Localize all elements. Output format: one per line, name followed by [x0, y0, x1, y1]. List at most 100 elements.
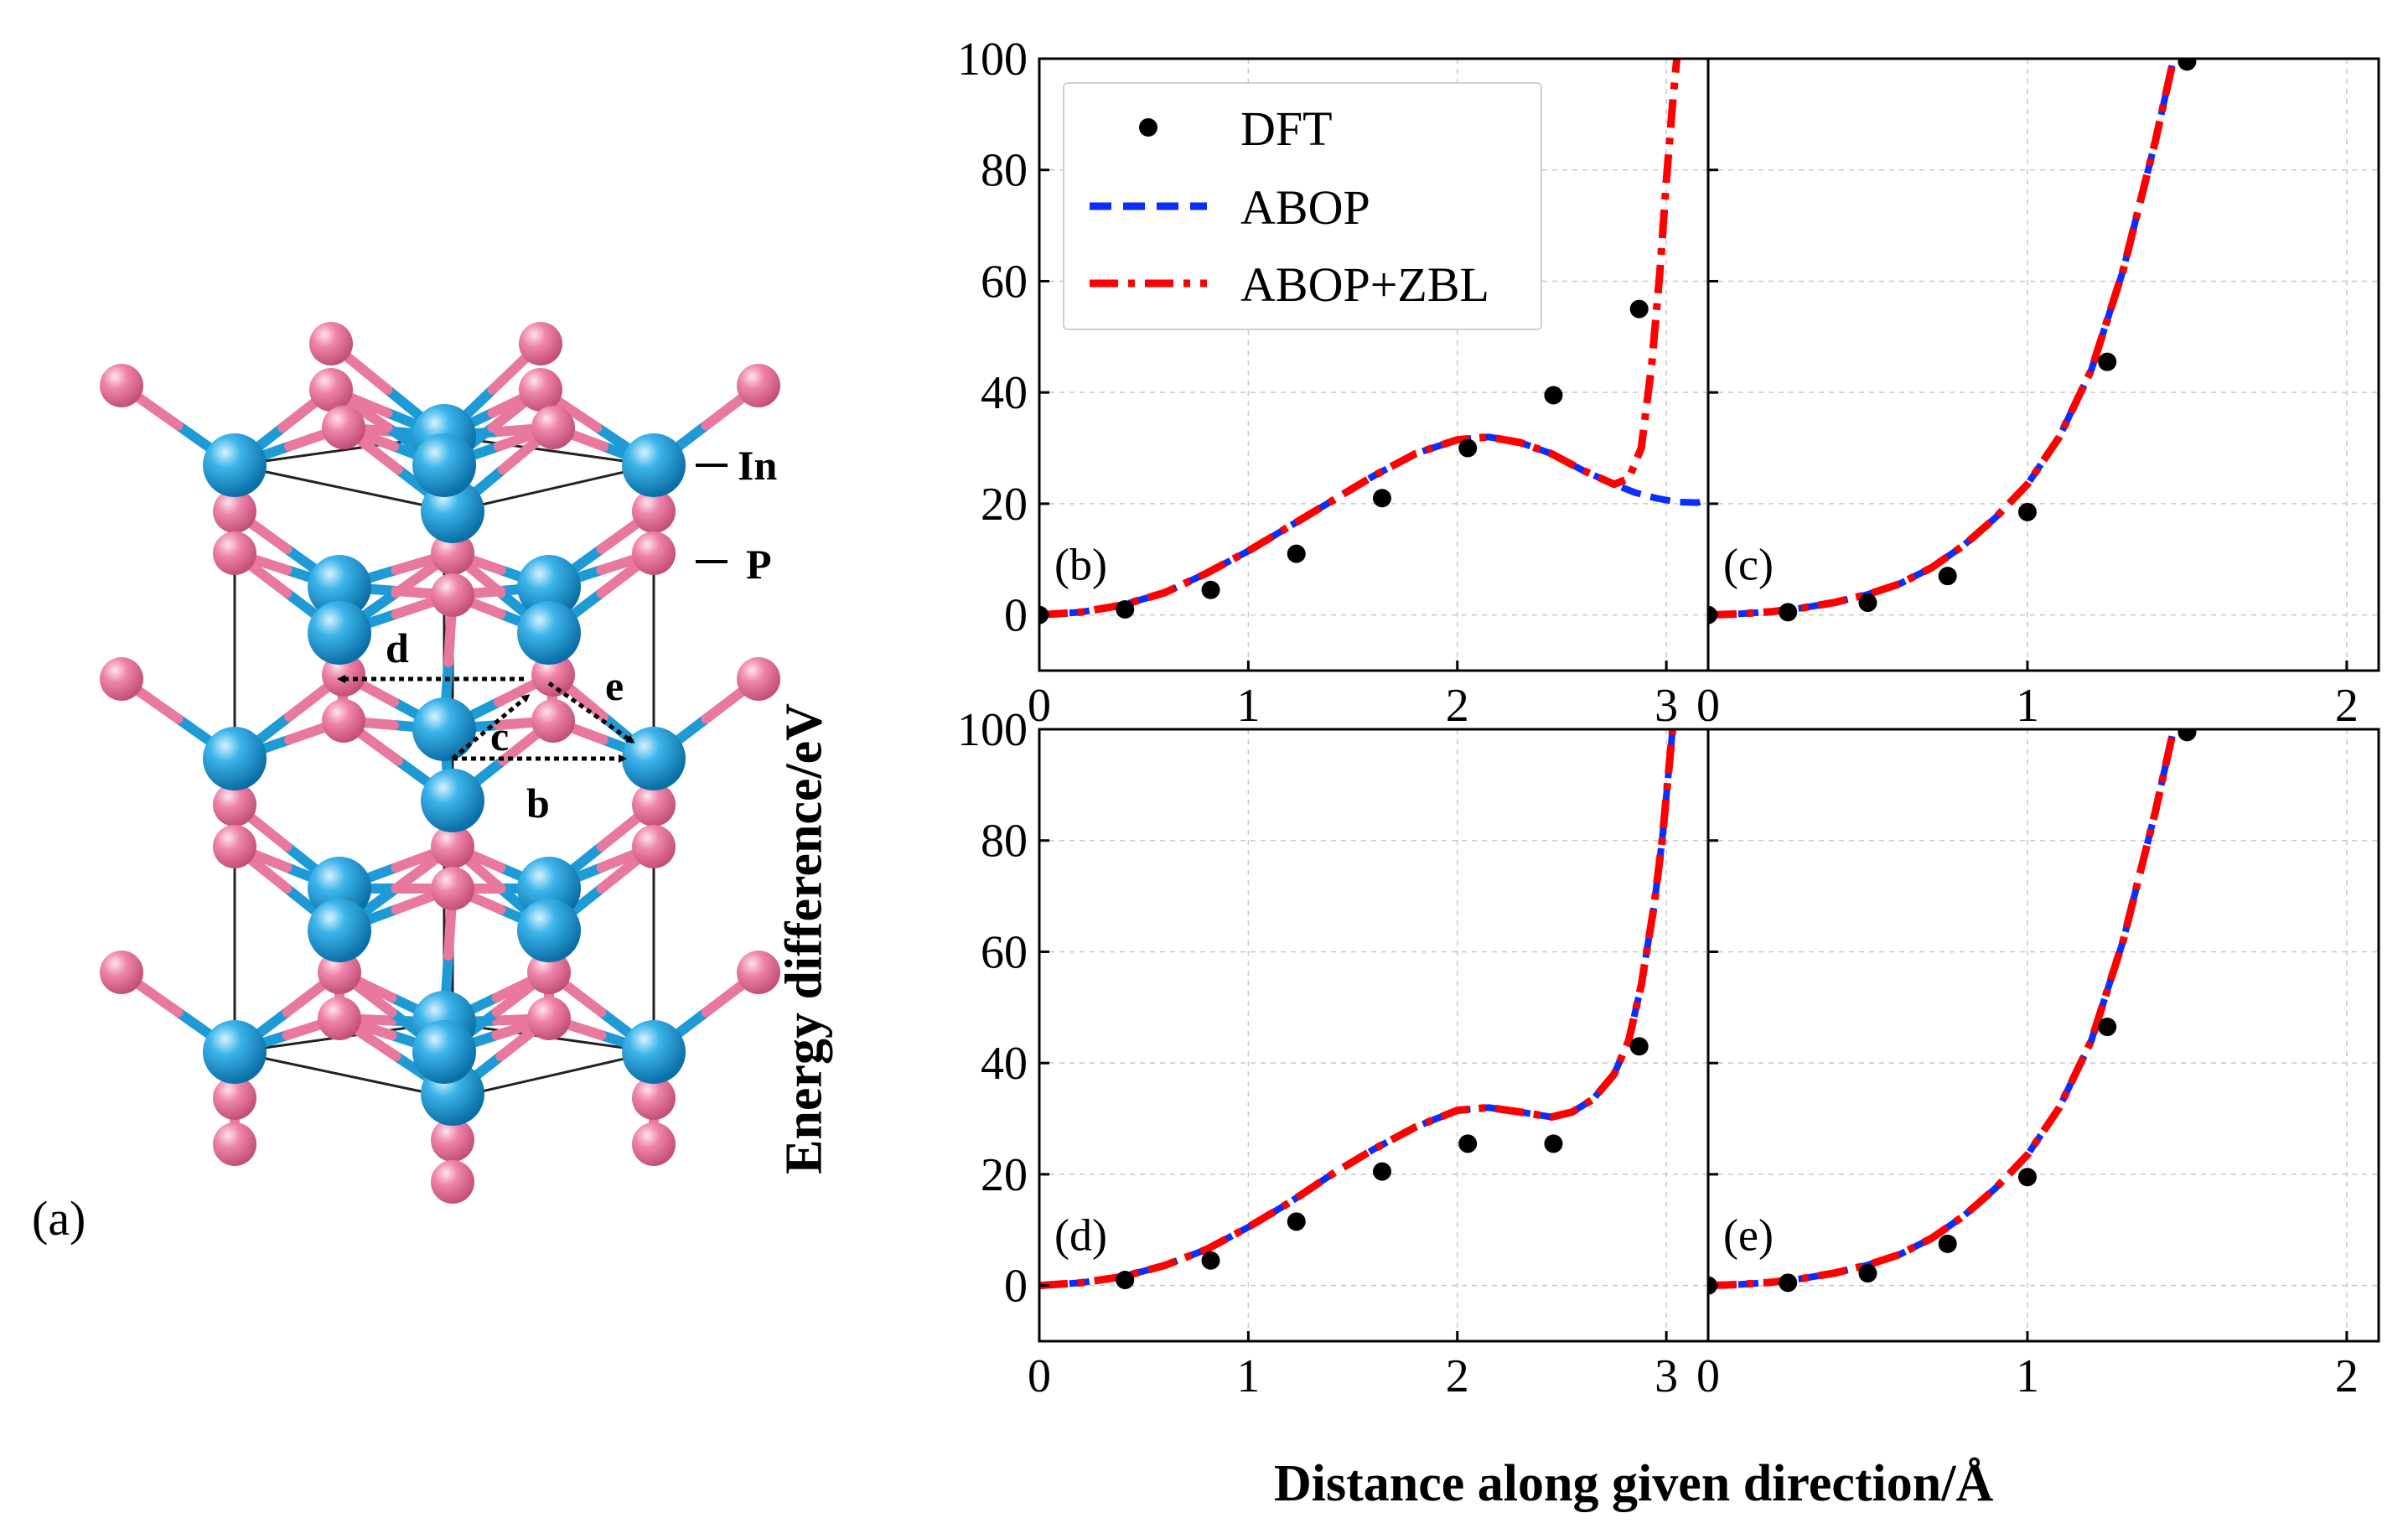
y-tick-label: 20	[981, 479, 1028, 531]
p-atom	[737, 364, 780, 407]
p-atom	[527, 997, 571, 1040]
y-tick-label: 100	[957, 34, 1028, 86]
panel-label: (e)	[1723, 1210, 1774, 1261]
dft-point	[1458, 438, 1478, 458]
atoms	[100, 322, 780, 1204]
legend-label-abop: ABOP	[1240, 180, 1370, 235]
p-atom	[213, 1122, 256, 1166]
y-tick-label: 0	[1004, 1261, 1028, 1313]
in-atom	[412, 433, 476, 497]
in-atom	[203, 727, 267, 790]
panel-label: (c)	[1723, 540, 1774, 590]
dft-point	[1201, 580, 1220, 599]
crystal-structure: b c d e In P	[100, 322, 780, 1204]
p-atom	[431, 825, 474, 868]
p-atom	[519, 322, 562, 365]
in-atom	[622, 727, 686, 790]
legend-label-abop-zbl: ABOP+ZBL	[1240, 257, 1489, 312]
p-atom	[519, 368, 562, 412]
in-atom	[308, 601, 371, 665]
p-atom	[431, 531, 474, 575]
panel-label: (d)	[1054, 1210, 1107, 1261]
series-line-abop-zbl	[1708, 59, 2178, 619]
series-line-abop-zbl	[1039, 59, 1681, 619]
dft-point	[2017, 502, 2037, 521]
x-tick-label: 0	[1696, 1350, 1720, 1402]
dft-point	[1629, 299, 1649, 319]
x-tick-label: 1	[2016, 680, 2039, 732]
dft-point	[1372, 489, 1391, 508]
p-atom	[322, 699, 365, 743]
dft-point	[1544, 1134, 1563, 1153]
y-tick-label: 40	[981, 1038, 1028, 1090]
arrow-e	[547, 681, 635, 744]
y-tick-label: 40	[981, 367, 1028, 419]
panel-a-label: (a)	[32, 1191, 86, 1246]
dft-point	[2017, 1168, 2037, 1187]
x-tick-label: 1	[1236, 680, 1260, 732]
dft-point	[1116, 1271, 1135, 1289]
axes-frame	[1706, 728, 2380, 1343]
p-atom	[632, 1076, 676, 1120]
in-atom	[412, 697, 476, 761]
legend-marker-dft	[1139, 118, 1157, 137]
panel-b: 0 1 2 3 0 20 40 60 80 100 (b)	[957, 34, 1710, 732]
p-atom	[737, 657, 780, 701]
x-tick-label: 3	[1655, 1350, 1678, 1402]
p-atom	[527, 951, 571, 994]
x-tick-label: 0	[1696, 680, 1720, 732]
series-line-abop-zbl	[1708, 729, 2178, 1290]
x-tick-label: 2	[1446, 680, 1469, 732]
p-atom	[431, 1160, 474, 1204]
dft-point	[1372, 1162, 1391, 1181]
p-atom	[318, 997, 361, 1040]
x-tick-label: 3	[1655, 680, 1678, 732]
axes-frame	[1038, 728, 1710, 1343]
y-tick-label: 100	[957, 704, 1028, 756]
p-atom	[431, 1118, 474, 1162]
dft-point	[2178, 729, 2197, 742]
grid	[1708, 59, 2379, 671]
axes-frame	[1706, 57, 2380, 672]
in-atom	[308, 899, 371, 962]
p-atom	[531, 699, 575, 743]
dft-point	[2098, 1018, 2117, 1037]
x-tick-label: 0	[1028, 680, 1051, 732]
p-atom	[632, 490, 676, 533]
dft-point	[1116, 600, 1135, 619]
direction-label-b: b	[526, 780, 550, 826]
p-atom	[309, 368, 353, 412]
p-atom	[213, 490, 256, 533]
dft-point	[1544, 386, 1563, 405]
legend: DFT ABOP ABOP+ZBL	[1063, 82, 1542, 330]
p-atom	[431, 867, 474, 910]
direction-label-e: e	[605, 662, 624, 709]
legend-marker-abop-zbl	[1090, 279, 1207, 288]
x-tick-label: 2	[2335, 1350, 2359, 1402]
panel-d: 0 1 2 3 0 20 40 60 80 100 (d)	[957, 704, 1710, 1402]
p-atom	[100, 657, 143, 701]
legend-label-dft: DFT	[1240, 101, 1333, 156]
dft-point	[1858, 593, 1877, 613]
legend-entry-dft: DFT	[1064, 94, 1541, 161]
p-atom	[322, 406, 365, 449]
dft-point	[1201, 1251, 1220, 1270]
p-atom	[213, 783, 256, 826]
series-line-abop	[1039, 729, 1676, 1289]
in-atom	[517, 899, 581, 962]
legend-marker-abop	[1090, 202, 1207, 210]
in-atom	[622, 433, 686, 497]
in-atom	[203, 433, 267, 497]
p-atom	[100, 951, 143, 994]
atom-label-in: In	[738, 442, 777, 489]
p-atom	[632, 783, 676, 826]
dft-point	[1629, 1037, 1649, 1056]
dft-point	[1938, 1234, 1957, 1253]
y-tick-label: 80	[981, 816, 1028, 868]
in-atom	[622, 1020, 686, 1084]
legend-entry-abop: ABOP	[1064, 173, 1541, 240]
panel-e: 0 1 2 (e)	[1696, 728, 2380, 1402]
x-tick-label: 0	[1028, 1350, 1051, 1402]
p-atom	[431, 573, 474, 617]
atom-label-p: P	[746, 541, 772, 588]
